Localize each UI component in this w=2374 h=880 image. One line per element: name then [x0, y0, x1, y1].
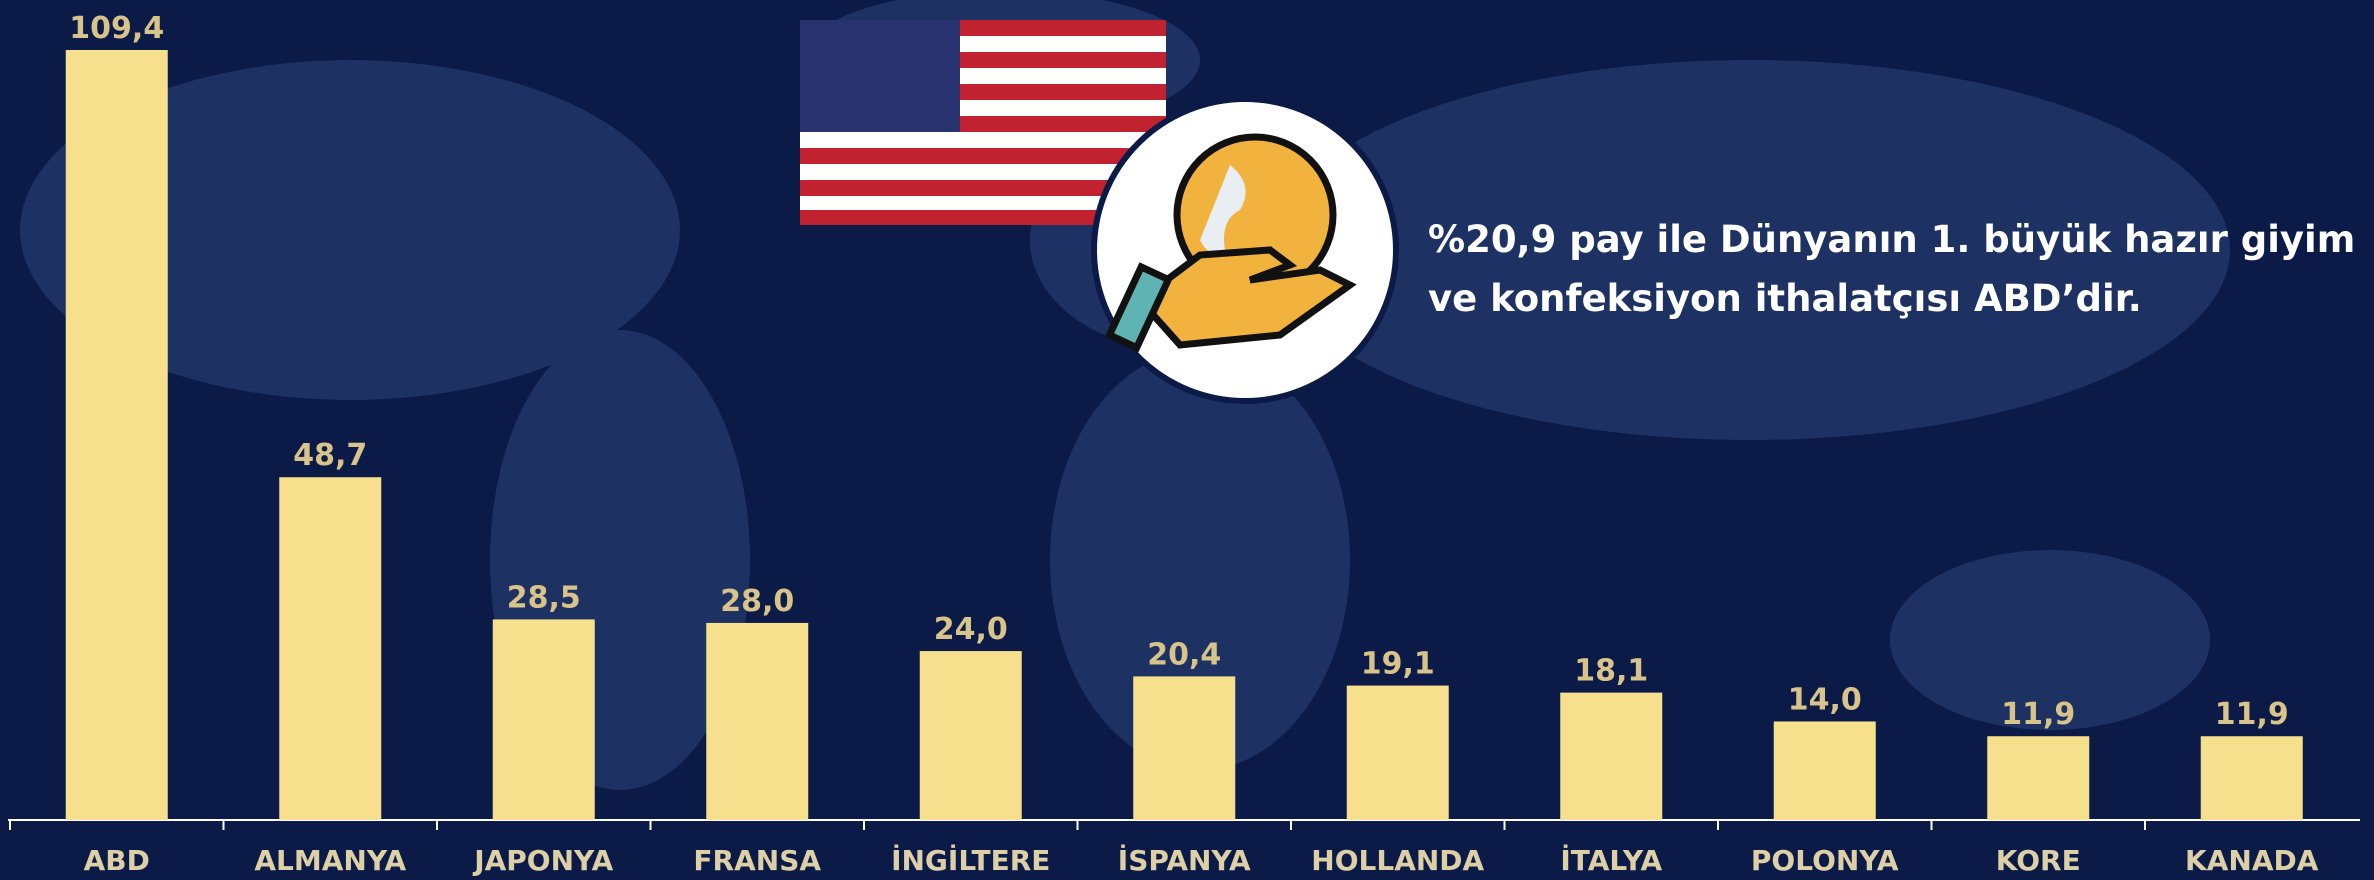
bar	[279, 477, 382, 820]
value-label: 109,4	[69, 11, 164, 46]
bar	[2200, 736, 2303, 820]
value-label: 18,1	[1574, 654, 1648, 689]
value-label: 20,4	[1147, 637, 1221, 672]
bar	[1346, 685, 1449, 820]
bar	[1133, 676, 1236, 820]
value-label: 19,1	[1361, 647, 1435, 682]
value-label: 11,9	[2215, 697, 2289, 732]
x-tick-label: HOLLANDA	[1311, 844, 1484, 877]
bar	[1987, 736, 2090, 820]
x-tick-label: İNGİLTERE	[891, 843, 1050, 877]
x-tick-label: FRANSA	[693, 844, 821, 877]
annotation-line: ve konfeksiyon ithalatçısı ABD’dir.	[1428, 277, 2142, 320]
value-label: 28,0	[720, 584, 794, 619]
bar	[65, 50, 168, 820]
value-label: 14,0	[1788, 682, 1862, 717]
x-tick-label: ALMANYA	[254, 844, 406, 877]
x-tick-label: JAPONYA	[472, 844, 613, 877]
value-label: 24,0	[934, 612, 1008, 647]
value-label: 28,5	[507, 580, 581, 615]
x-tick-label: KORE	[1996, 844, 2081, 877]
x-tick-label: POLONYA	[1751, 844, 1899, 877]
annotation-line: %20,9 pay ile Dünyanın 1. büyük hazır gi…	[1428, 218, 2355, 261]
x-tick-label: İSPANYA	[1118, 843, 1251, 877]
bar	[919, 651, 1022, 820]
bar	[706, 622, 809, 820]
x-tick-label: ABD	[84, 844, 150, 877]
x-tick-label: KANADA	[2185, 844, 2319, 877]
bar	[492, 619, 595, 820]
x-tick-label: İTALYA	[1560, 843, 1662, 877]
bar	[1773, 721, 1876, 820]
bar	[1560, 692, 1663, 820]
value-label: 11,9	[2001, 697, 2075, 732]
globe-hand-icon	[1091, 96, 1399, 404]
value-label: 48,7	[293, 438, 367, 473]
